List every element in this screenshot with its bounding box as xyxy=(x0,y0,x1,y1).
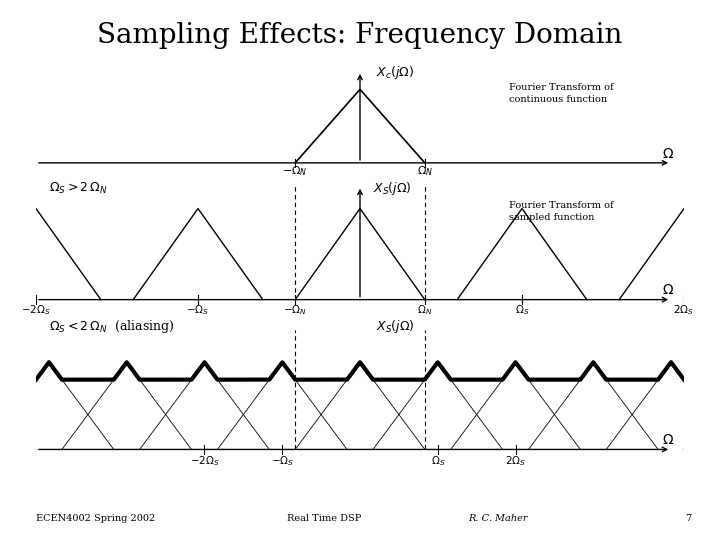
Text: $\Omega_N$: $\Omega_N$ xyxy=(417,164,433,178)
Text: $\Omega$: $\Omega$ xyxy=(662,433,674,447)
Text: $X_S(j\Omega)$: $X_S(j\Omega)$ xyxy=(373,180,412,197)
Text: $X_c(j\Omega)$: $X_c(j\Omega)$ xyxy=(376,64,414,81)
Text: $\Omega_S > 2\,\Omega_N$: $\Omega_S > 2\,\Omega_N$ xyxy=(49,181,108,196)
Text: $2\Omega_S$: $2\Omega_S$ xyxy=(505,454,526,468)
Text: $-\Omega_N$: $-\Omega_N$ xyxy=(282,164,308,178)
Text: Real Time DSP: Real Time DSP xyxy=(287,514,361,523)
Text: $\Omega_S$: $\Omega_S$ xyxy=(431,454,445,468)
Text: $2\Omega_S$: $2\Omega_S$ xyxy=(673,303,695,317)
Text: $\Omega$: $\Omega$ xyxy=(662,282,674,296)
Text: $\Omega_N$: $\Omega_N$ xyxy=(417,303,433,317)
Text: $X_S(j\Omega)$: $X_S(j\Omega)$ xyxy=(376,318,415,334)
Text: $-2\Omega_S$: $-2\Omega_S$ xyxy=(21,303,51,317)
Text: $-\Omega_S$: $-\Omega_S$ xyxy=(271,454,294,468)
Text: Fourier Transform of
continuous function: Fourier Transform of continuous function xyxy=(509,83,613,104)
Text: R. C. Maher: R. C. Maher xyxy=(468,514,528,523)
Text: ECEN4002 Spring 2002: ECEN4002 Spring 2002 xyxy=(36,514,156,523)
Text: $-\Omega_S$: $-\Omega_S$ xyxy=(186,303,210,317)
Text: $\Omega_S$: $\Omega_S$ xyxy=(515,303,529,317)
Text: $\Omega_S < 2\,\Omega_N$  (aliasing): $\Omega_S < 2\,\Omega_N$ (aliasing) xyxy=(49,318,174,334)
Text: Fourier Transform of
sampled function: Fourier Transform of sampled function xyxy=(509,201,613,222)
Text: 7: 7 xyxy=(685,514,691,523)
Text: $-2\Omega_S$: $-2\Omega_S$ xyxy=(189,454,220,468)
Text: $-\Omega_N$: $-\Omega_N$ xyxy=(283,303,307,317)
Text: $\Omega$: $\Omega$ xyxy=(662,147,674,161)
Text: Sampling Effects: Frequency Domain: Sampling Effects: Frequency Domain xyxy=(97,22,623,49)
